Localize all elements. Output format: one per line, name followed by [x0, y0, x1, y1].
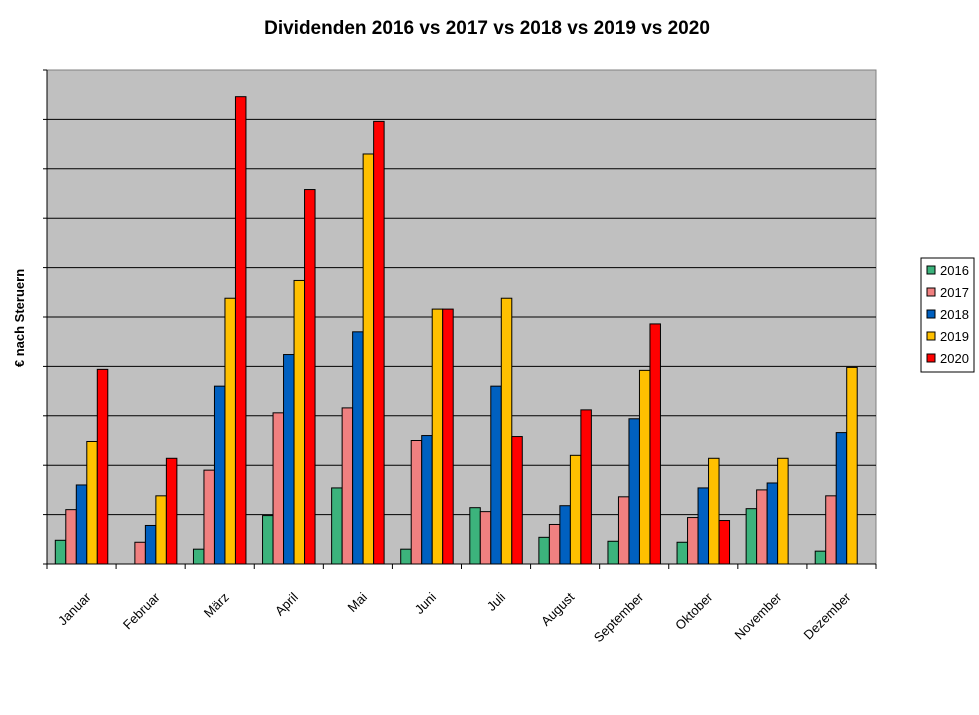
x-tick-label: Oktober: [672, 589, 716, 633]
bar-2017-März: [203, 469, 215, 565]
plot-area: Januar Februar März April Mai Juni Juli August S…: [43, 69, 877, 645]
bar-2016-Mai: [331, 487, 343, 565]
bar-2018-Oktober: [697, 487, 710, 565]
bar-2016-Juni: [400, 548, 412, 565]
bar-2020-August: [580, 409, 592, 565]
bar-2017-Oktober: [687, 517, 699, 565]
bar-2017-Januar: [65, 509, 77, 565]
bar-2019-Februar: [155, 495, 167, 565]
bar-2016-März: [192, 548, 205, 565]
bar-2019-November: [777, 457, 789, 565]
bar-2018-November: [766, 482, 779, 565]
bar-2017-April: [272, 412, 285, 565]
bar-2016-September: [607, 540, 619, 565]
x-tick-label: September: [591, 589, 647, 645]
bar-2019-Juni: [431, 308, 444, 565]
bar-2019-Januar: [86, 440, 98, 565]
bar-2018-März: [213, 385, 226, 565]
x-tick-label: Mai: [345, 589, 370, 614]
x-tick-label: März: [201, 590, 232, 621]
bar-2018-Juni: [421, 435, 433, 565]
bar-2017-Juni: [410, 440, 423, 565]
x-tick-label: November: [731, 589, 784, 642]
bar-2017-Dezember: [825, 495, 837, 565]
y-axis-label: € nach Steruern: [12, 269, 27, 367]
x-tick-label: August: [538, 589, 577, 628]
bar-2016-Oktober: [676, 541, 689, 565]
bar-2017-August: [548, 523, 561, 565]
bar-2020-September: [649, 323, 661, 565]
bar-2020-Februar: [165, 457, 178, 565]
bar-2016-November: [745, 508, 758, 565]
bar-2018-Februar: [144, 524, 157, 565]
bar-2017-Mai: [341, 407, 354, 565]
bar-2019-Juli: [500, 297, 513, 565]
bar-2019-September: [638, 369, 651, 565]
x-tick-label: Januar: [55, 589, 94, 628]
bar-2019-Mai: [362, 153, 375, 565]
x-tick-label: Februar: [120, 589, 163, 632]
x-tick-label: Juli: [484, 589, 508, 613]
legend-swatch: [926, 309, 936, 319]
x-tick-label: Dezember: [801, 589, 854, 642]
chart-title: Dividenden 2016 vs 2017 vs 2018 vs 2019 …: [264, 18, 710, 39]
bar-2020-Januar: [96, 368, 109, 565]
bar-2020-Juni: [442, 308, 454, 565]
legend-swatch: [926, 331, 936, 341]
bar-2018-Mai: [352, 331, 364, 565]
bar-2016-Januar: [54, 539, 67, 565]
bar-2018-August: [559, 505, 571, 565]
bar-2019-August: [569, 454, 582, 565]
legend-swatch: [926, 265, 936, 275]
bar-2019-Dezember: [846, 366, 858, 565]
bar-2020-April: [304, 189, 316, 565]
bar-2017-Juli: [479, 511, 492, 565]
bar-2016-Dezember: [814, 550, 827, 565]
bar-2018-Juli: [490, 385, 502, 565]
legend-swatch: [926, 353, 936, 363]
bar-2018-Januar: [75, 484, 88, 565]
legend-label: 2018: [940, 307, 969, 322]
legend-label: 2020: [940, 351, 969, 366]
bar-2018-April: [283, 354, 295, 565]
bar-2016-April: [262, 515, 274, 565]
x-tick-label: Juni: [412, 589, 440, 617]
bar-2018-Dezember: [835, 432, 848, 565]
bar-2018-September: [628, 418, 640, 565]
legend-label: 2019: [940, 329, 969, 344]
bar-2020-Mai: [373, 120, 385, 565]
legend-label: 2016: [940, 263, 969, 278]
bar-2020-Oktober: [718, 520, 731, 565]
bar-2019-Oktober: [708, 457, 720, 565]
legend: 2016 2017 2018 2019 2020: [920, 257, 975, 373]
bar-2017-September: [617, 496, 630, 565]
bar-2019-März: [224, 297, 236, 565]
bar-2016-Juli: [469, 507, 481, 565]
bar-2017-November: [756, 489, 768, 565]
x-tick-label: April: [272, 589, 301, 618]
legend-label: 2017: [940, 285, 969, 300]
legend-swatch: [926, 287, 936, 297]
bar-2020-März: [234, 96, 247, 565]
bar-2020-Juli: [511, 436, 523, 565]
bar-2016-August: [538, 536, 550, 565]
bar-2019-April: [293, 279, 306, 565]
bar-2017-Februar: [134, 541, 146, 565]
